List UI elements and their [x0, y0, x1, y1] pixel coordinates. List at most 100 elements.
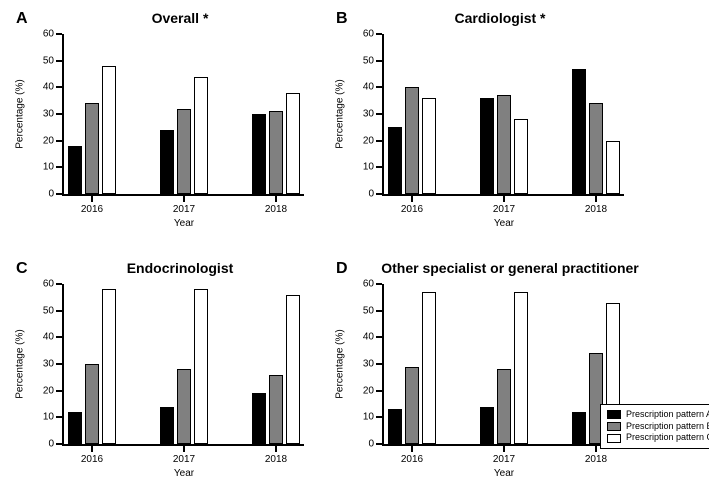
bar [177, 369, 191, 444]
y-tick-label: 50 [43, 305, 64, 316]
y-tick-label: 50 [363, 305, 384, 316]
y-tick-label: 30 [363, 359, 384, 370]
x-tick-label: 2017 [173, 194, 195, 215]
bar [252, 114, 266, 194]
bar [160, 407, 174, 444]
legend-label-c: Prescription pattern C [626, 432, 709, 444]
y-tick-label: 0 [368, 439, 384, 450]
legend-swatch-b [607, 422, 621, 431]
bar [572, 69, 586, 194]
y-tick-label: 60 [363, 279, 384, 290]
bar [388, 127, 402, 194]
panel-a: A Overall * Percentage (%) Year 01020304… [0, 0, 350, 250]
y-tick-label: 40 [43, 332, 64, 343]
bar [269, 375, 283, 444]
y-tick-label: 50 [363, 55, 384, 66]
bar [68, 412, 82, 444]
y-tick-label: 0 [48, 189, 64, 200]
panel-a-title: Overall * [152, 10, 209, 26]
y-tick-label: 30 [43, 359, 64, 370]
bar [514, 292, 528, 444]
panel-b: B Cardiologist * Percentage (%) Year 010… [320, 0, 670, 250]
panel-d-plot: Percentage (%) Year 01020304050602016201… [382, 284, 624, 446]
legend-item-b: Prescription pattern B [607, 421, 709, 433]
y-axis-title: Percentage (%) [335, 79, 346, 148]
panel-c: C Endocrinologist Percentage (%) Year 01… [0, 250, 350, 500]
bar [388, 409, 402, 444]
y-tick-label: 50 [43, 55, 64, 66]
legend-label-b: Prescription pattern B [626, 421, 709, 433]
legend-swatch-c [607, 434, 621, 443]
bar [269, 111, 283, 194]
x-tick-label: 2018 [265, 194, 287, 215]
legend-swatch-a [607, 410, 621, 419]
panel-a-label: A [16, 10, 28, 28]
x-tick-label: 2016 [401, 444, 423, 465]
panel-a-plot: Percentage (%) Year 01020304050602016201… [62, 34, 304, 196]
y-tick-label: 10 [363, 412, 384, 423]
bar [85, 364, 99, 444]
y-tick-label: 30 [363, 109, 384, 120]
y-tick-label: 20 [363, 385, 384, 396]
y-tick-label: 40 [363, 82, 384, 93]
y-tick-label: 20 [363, 135, 384, 146]
bar [177, 109, 191, 194]
panel-b-title: Cardiologist * [454, 10, 545, 26]
bar [589, 103, 603, 194]
panel-b-label: B [336, 10, 348, 28]
bar [405, 367, 419, 444]
bar [497, 369, 511, 444]
y-tick-label: 20 [43, 135, 64, 146]
y-tick-label: 30 [43, 109, 64, 120]
panel-d-title: Other specialist or general practitioner [381, 260, 639, 276]
bar [68, 146, 82, 194]
y-axis-title: Percentage (%) [335, 329, 346, 398]
figure: A Overall * Percentage (%) Year 01020304… [0, 0, 709, 504]
panel-c-title: Endocrinologist [127, 260, 234, 276]
panel-b-plot: Percentage (%) Year 01020304050602016201… [382, 34, 624, 196]
x-tick-label: 2016 [401, 194, 423, 215]
x-tick-label: 2018 [585, 194, 607, 215]
bar [85, 103, 99, 194]
bar [480, 98, 494, 194]
bar [497, 95, 511, 194]
y-tick-label: 40 [43, 82, 64, 93]
y-axis-title: Percentage (%) [15, 79, 26, 148]
bar [194, 289, 208, 444]
bar [286, 93, 300, 194]
y-tick-label: 60 [43, 29, 64, 40]
x-tick-label: 2017 [493, 444, 515, 465]
panel-c-label: C [16, 260, 28, 278]
bar [160, 130, 174, 194]
panel-d: D Other specialist or general practition… [320, 250, 700, 500]
bar [422, 98, 436, 194]
x-tick-label: 2016 [81, 444, 103, 465]
x-tick-label: 2017 [173, 444, 195, 465]
panel-d-label: D [336, 260, 348, 278]
y-tick-label: 60 [363, 29, 384, 40]
y-tick-label: 0 [368, 189, 384, 200]
y-axis-title: Percentage (%) [15, 329, 26, 398]
bar [286, 295, 300, 444]
bar [572, 412, 586, 444]
bar [194, 77, 208, 194]
y-tick-label: 60 [43, 279, 64, 290]
bar [480, 407, 494, 444]
bar [252, 393, 266, 444]
bar [102, 66, 116, 194]
y-tick-label: 0 [48, 439, 64, 450]
bar [405, 87, 419, 194]
y-tick-label: 10 [43, 412, 64, 423]
x-tick-label: 2016 [81, 194, 103, 215]
x-tick-label: 2017 [493, 194, 515, 215]
bar [422, 292, 436, 444]
x-tick-label: 2018 [265, 444, 287, 465]
y-tick-label: 40 [363, 332, 384, 343]
y-tick-label: 20 [43, 385, 64, 396]
bar [514, 119, 528, 194]
bar [606, 141, 620, 194]
panel-c-plot: Percentage (%) Year 01020304050602016201… [62, 284, 304, 446]
y-tick-label: 10 [43, 162, 64, 173]
legend-item-c: Prescription pattern C [607, 432, 709, 444]
y-tick-label: 10 [363, 162, 384, 173]
